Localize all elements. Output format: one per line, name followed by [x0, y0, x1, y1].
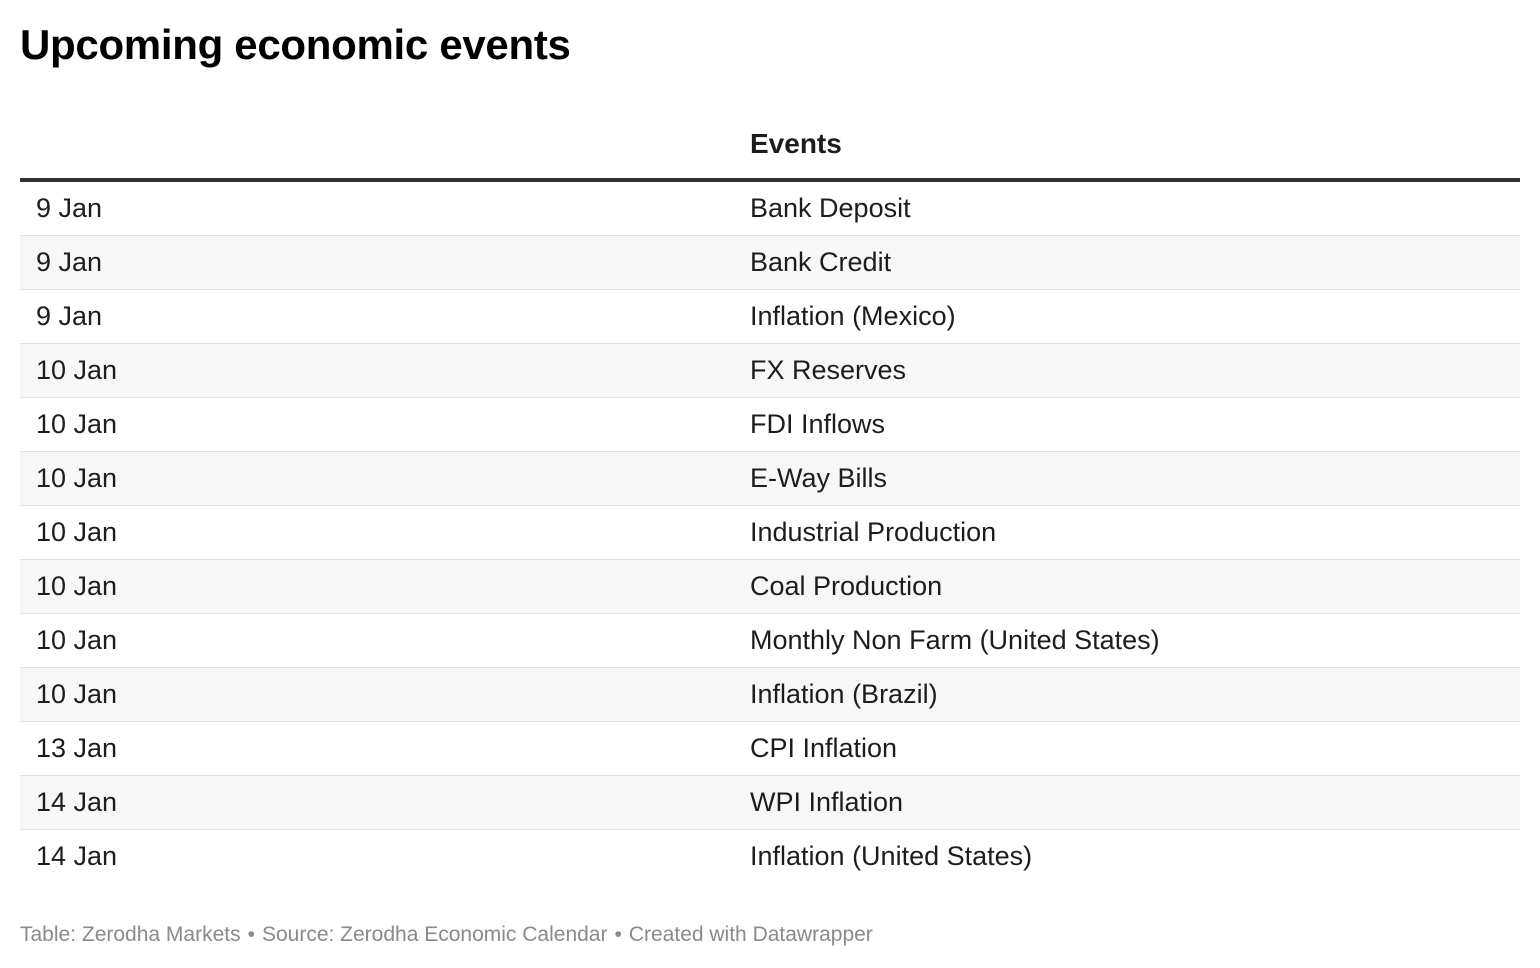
table-row: 13 Jan CPI Inflation [20, 721, 1520, 776]
event-date-cell: 10 Jan [20, 397, 750, 452]
date-column-header [20, 110, 750, 182]
event-name-cell: FX Reserves [750, 343, 1520, 398]
table-row: 10 Jan FDI Inflows [20, 397, 1520, 452]
event-name-cell: Inflation (United States) [750, 841, 1033, 871]
table-row: 10 Jan FX Reserves [20, 343, 1520, 398]
event-date-cell: 10 Jan [20, 505, 750, 560]
table-body: 9 Jan Bank Deposit 9 Jan Bank Credit 9 Jan In… [20, 180, 1520, 883]
event-date-cell: 10 Jan [20, 343, 750, 398]
event-name-cell: FDI Inflows [750, 397, 1520, 452]
event-date-cell: 14 Jan [36, 841, 118, 871]
table-row: 9 Jan Inflation (Mexico) [20, 289, 1520, 344]
table-row: 14 Jan WPI Inflation [20, 775, 1520, 830]
event-date-cell: 10 Jan [20, 559, 750, 614]
event-name-cell: Monthly Non Farm (United States) [750, 613, 1520, 668]
event-name-cell: E-Way Bills [750, 451, 1520, 506]
event-date-cell: 14 Jan [20, 775, 750, 830]
footer-credits: Table: Zerodha Markets • Source: Zerodha E… [20, 920, 873, 950]
events-table: Events 9 Jan Bank Deposit 9 Jan Bank Credit… [20, 110, 1520, 883]
table-credit: Table: Zerodha Markets [20, 923, 241, 946]
table-header: Events [20, 110, 1520, 182]
event-date-cell: 10 Jan [20, 613, 750, 668]
event-date-cell: 9 Jan [20, 289, 750, 344]
events-column-header: Events [750, 110, 1520, 182]
footer-separator: • [247, 923, 255, 946]
event-name-cell: Bank Deposit [750, 180, 1520, 236]
created-with-link[interactable]: Created with Datawrapper [628, 923, 873, 946]
footer-separator: • [614, 923, 622, 946]
page-title: Upcoming economic events [20, 21, 571, 68]
table-row: 10 Jan Coal Production [20, 559, 1520, 614]
event-date-cell: 9 Jan [20, 235, 750, 290]
event-name-cell: Inflation (Mexico) [750, 289, 1520, 344]
table-row: 14 Jan Inflation (United States) [20, 830, 1520, 884]
table-row: 10 Jan E-Way Bills [20, 451, 1520, 506]
event-name-cell: Bank Credit [750, 235, 1520, 290]
table-row: 10 Jan Monthly Non Farm (United States) [20, 613, 1520, 668]
header-row: Events [20, 110, 1520, 182]
event-name-cell: Coal Production [750, 559, 1520, 614]
event-name-cell: CPI Inflation [750, 721, 1520, 776]
table-row: 10 Jan Industrial Production [20, 505, 1520, 560]
event-name-cell: Industrial Production [750, 505, 1520, 560]
table-row: 9 Jan Bank Credit [20, 235, 1520, 290]
source-credit: Source: Zerodha Economic Calendar [261, 923, 608, 946]
event-date-cell: 13 Jan [20, 721, 750, 776]
table-row: 10 Jan Inflation (Brazil) [20, 667, 1520, 722]
events-table-container: Events 9 Jan Bank Deposit 9 Jan Bank Credit… [20, 110, 1520, 883]
event-date-cell: 10 Jan [20, 451, 750, 506]
event-date-cell: 9 Jan [20, 180, 750, 236]
event-name-cell: Inflation (Brazil) [750, 667, 1520, 722]
event-date-cell: 10 Jan [20, 667, 750, 722]
event-name-cell: WPI Inflation [750, 775, 1520, 830]
table-row: 9 Jan Bank Deposit [20, 180, 1520, 236]
